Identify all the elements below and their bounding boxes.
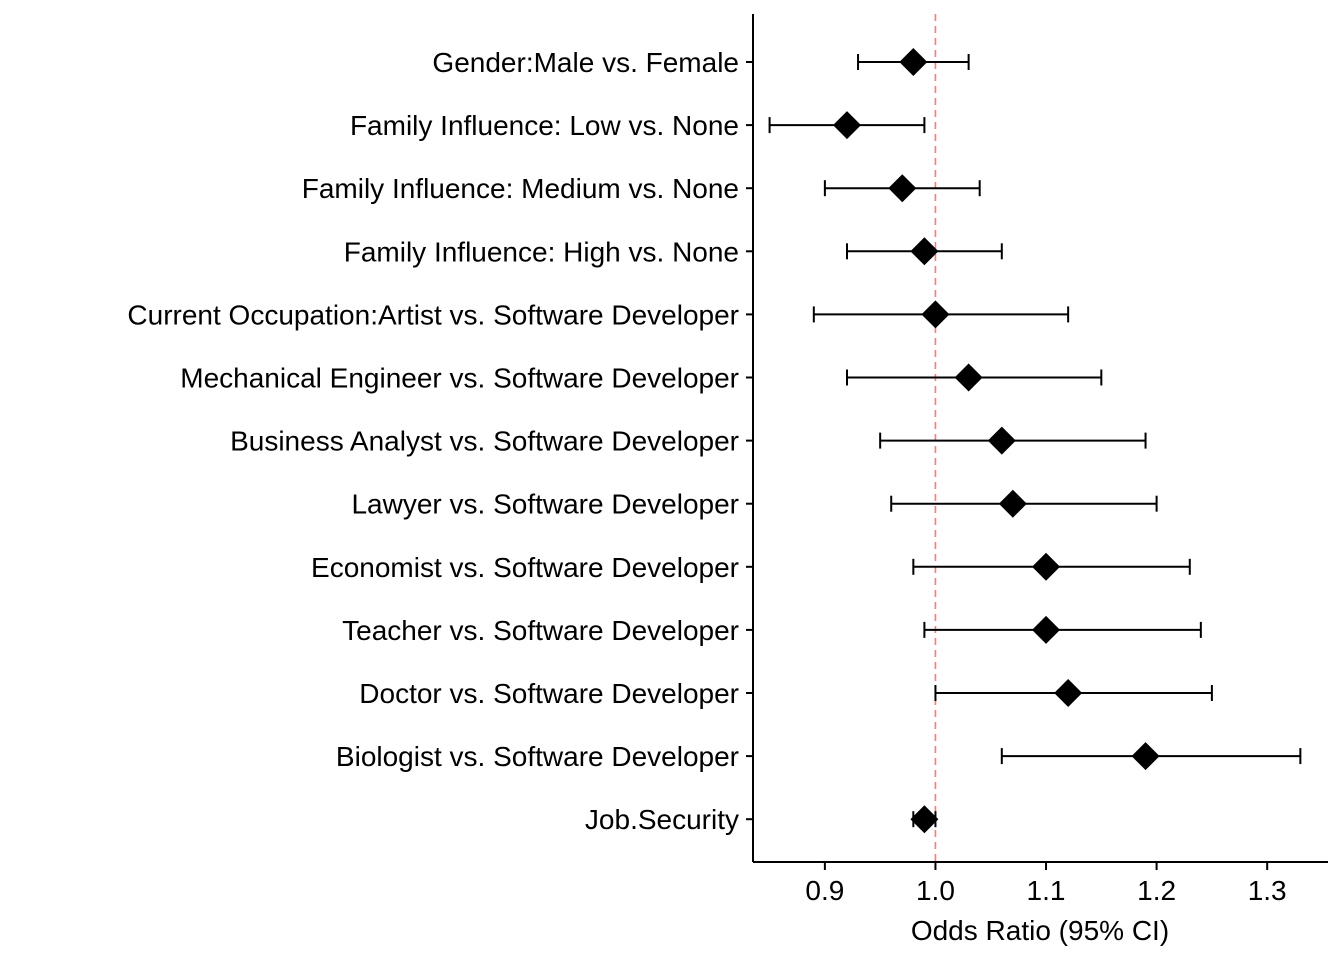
category-label: Family Influence: High vs. None — [344, 236, 739, 267]
category-label: Economist vs. Software Developer — [311, 552, 739, 583]
odds-ratio-marker — [910, 237, 939, 266]
x-tick-label: 0.9 — [805, 875, 844, 906]
category-label: Doctor vs. Software Developer — [359, 678, 739, 709]
x-tick-label: 1.0 — [916, 875, 955, 906]
x-tick-label: 1.1 — [1027, 875, 1066, 906]
x-tick-label: 1.3 — [1248, 875, 1287, 906]
x-tick-label: 1.2 — [1137, 875, 1176, 906]
category-label: Job.Security — [585, 804, 739, 835]
odds-ratio-marker — [954, 363, 983, 392]
category-label: Biologist vs. Software Developer — [336, 741, 739, 772]
category-label: Family Influence: Medium vs. None — [302, 173, 739, 204]
odds-ratio-marker — [910, 805, 939, 834]
category-label: Lawyer vs. Software Developer — [351, 489, 739, 520]
category-label: Mechanical Engineer vs. Software Develop… — [180, 363, 739, 394]
x-axis-title: Odds Ratio (95% CI) — [911, 915, 1169, 946]
odds-ratio-marker — [1054, 679, 1083, 707]
category-label: Teacher vs. Software Developer — [342, 615, 739, 646]
category-label: Business Analyst vs. Software Developer — [230, 426, 739, 457]
odds-ratio-marker — [1131, 742, 1160, 771]
odds-ratio-marker — [832, 111, 861, 140]
odds-ratio-marker — [888, 174, 917, 203]
odds-ratio-marker — [1032, 552, 1061, 581]
category-label: Family Influence: Low vs. None — [350, 110, 739, 141]
odds-ratio-marker — [899, 48, 928, 76]
category-label: Gender:Male vs. Female — [432, 47, 739, 78]
odds-ratio-marker — [921, 300, 950, 329]
odds-ratio-marker — [987, 426, 1016, 455]
odds-ratio-marker — [1032, 615, 1061, 644]
category-label: Current Occupation:Artist vs. Software D… — [127, 299, 739, 330]
odds-ratio-marker — [998, 489, 1027, 518]
